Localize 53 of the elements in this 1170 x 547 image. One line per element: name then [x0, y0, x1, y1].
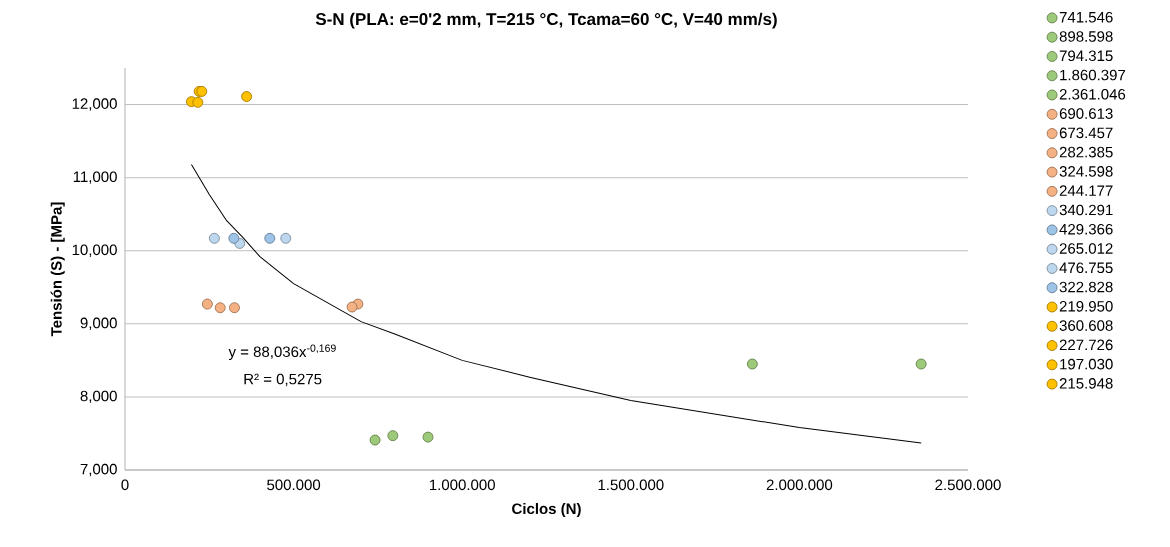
point: [280, 232, 292, 244]
legend-label: 741.546: [1059, 11, 1113, 23]
legend-label: 476.755: [1059, 262, 1113, 274]
point: [201, 298, 213, 310]
legend-label: 322.828: [1059, 281, 1113, 293]
x-tick-label: 2.500.000: [935, 479, 1001, 491]
point: [229, 302, 240, 314]
legend-label: 794.315: [1059, 50, 1113, 62]
legend-label: 2.361.046: [1059, 89, 1126, 100]
x-tick-label: 500.000: [267, 479, 321, 491]
x-tick-label: 1.000.000: [429, 479, 495, 491]
line-series: [190, 163, 922, 444]
y-tick-label: 11,000: [73, 171, 117, 184]
point: [746, 358, 758, 370]
legend-label: 244.177: [1059, 185, 1113, 196]
legend-label: 429.366: [1059, 223, 1113, 235]
point: [422, 431, 434, 443]
point: [369, 434, 381, 446]
point: [241, 91, 253, 102]
point: [214, 302, 226, 314]
y-tick-label: 10,000: [72, 244, 117, 257]
legend-label: 265.012: [1059, 243, 1113, 254]
x-tick-label: 1.500.000: [598, 479, 664, 491]
x-axis-title: Ciclos (N): [512, 503, 581, 517]
legend-label: 898.598: [1059, 31, 1113, 42]
legend-label: 690.613: [1059, 108, 1113, 119]
annotation: y = 88,036x$^{-0,169}$: [228, 344, 336, 361]
legend-label: 1.860.397: [1060, 69, 1126, 81]
legend-label: 282.385: [1059, 146, 1113, 158]
legend-label: 360.608: [1059, 320, 1113, 331]
point: [228, 232, 240, 244]
legend-label: 673.457: [1059, 127, 1113, 139]
annotation: R² = 0,5275: [244, 373, 322, 387]
legend-label: 324.598: [1059, 166, 1113, 177]
x-tick-label: 2.000.000: [766, 479, 833, 491]
point: [264, 232, 276, 244]
point: [346, 301, 358, 313]
y-tick-label: 12,000: [72, 98, 117, 111]
legend-label: 215.948: [1059, 378, 1113, 389]
point: [192, 96, 204, 108]
x-tick-label: 0: [121, 479, 129, 491]
legend-label: 340.291: [1059, 204, 1113, 216]
y-axis-title: Tensión (S) - [MPa]: [50, 202, 65, 337]
point: [915, 358, 927, 370]
y-tick-label: 9,000: [80, 317, 117, 331]
legend-label: 227.726: [1059, 339, 1113, 351]
point: [208, 232, 220, 244]
legend-label: 197.030: [1060, 358, 1113, 370]
point: [387, 430, 399, 442]
legend-label: 219.950: [1059, 301, 1113, 312]
y-tick-label: 8,000: [80, 390, 117, 404]
chart-title: S-N (PLA: e=0'2 mm, T=215 °C, Tcama=60 °C, V=40 mm/s): [315, 12, 777, 29]
y-tick-label: 7,000: [80, 463, 117, 477]
